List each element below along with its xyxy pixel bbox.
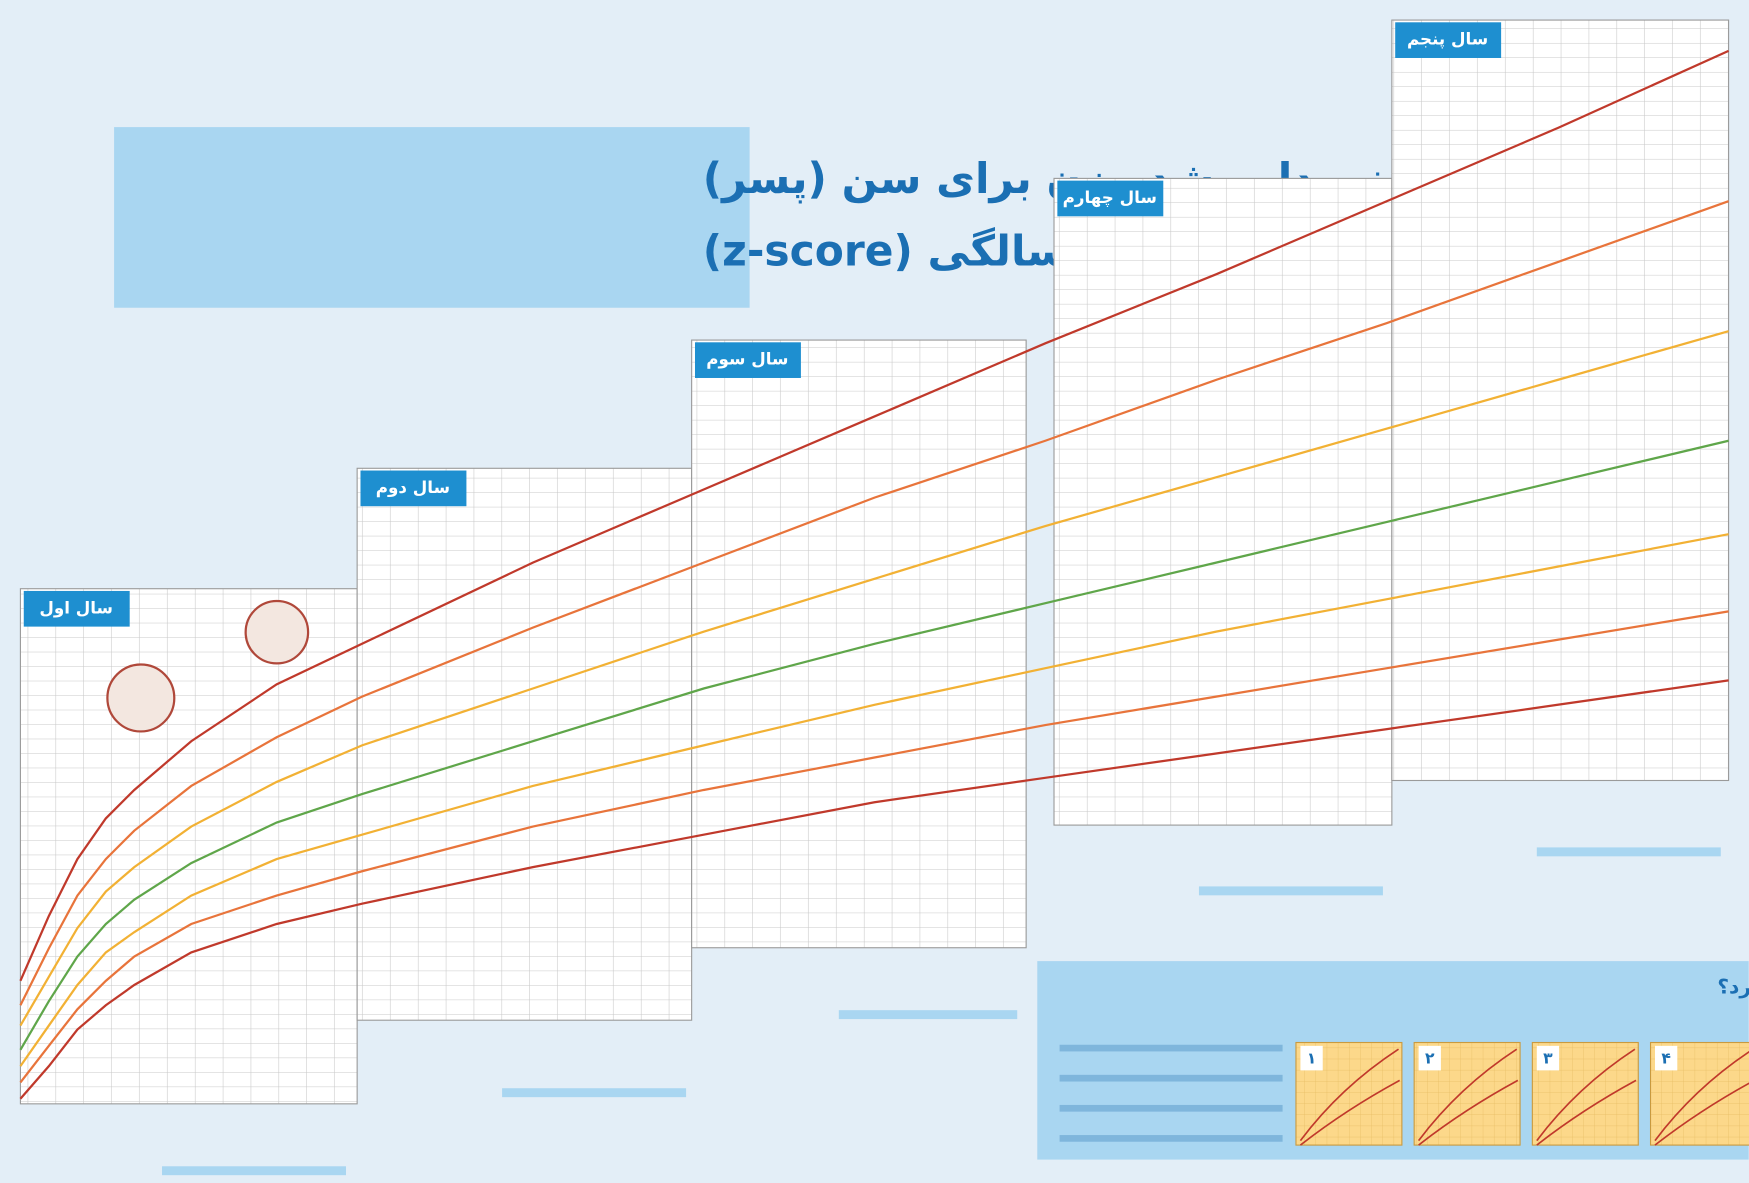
panel-label-box (1057, 180, 1164, 217)
z-score-curve (19, 533, 1729, 1067)
mini-curve (1418, 1079, 1519, 1146)
panel-label-box (23, 590, 130, 627)
guide-line-placeholder (1059, 1074, 1283, 1082)
guide-line-placeholder (1059, 1104, 1283, 1112)
mini-number-box (1654, 1045, 1678, 1071)
panel-grid (691, 339, 1027, 949)
panel-label: سال دوم (376, 477, 450, 498)
mini-curve (1299, 1048, 1400, 1142)
caption-bar (162, 1166, 346, 1176)
z-score-curve (19, 200, 1729, 1006)
mini-number: ۱ (1307, 1050, 1317, 1068)
panel-label-box (360, 470, 467, 507)
panel-label-box (1395, 22, 1502, 58)
panel-grid (1391, 19, 1730, 782)
guide-line-placeholder (1059, 1044, 1283, 1052)
mini-number-box (1300, 1045, 1323, 1071)
panel-grid (1053, 177, 1393, 826)
icon (106, 663, 176, 733)
mini-curve (1299, 1079, 1401, 1146)
mini-curve (1417, 1048, 1518, 1142)
mini-number: ۴ (1661, 1050, 1671, 1068)
z-score-curve (19, 439, 1729, 1051)
mini-number: ۳ (1543, 1050, 1553, 1068)
panel-label-box (694, 342, 801, 378)
caption-bar (502, 1088, 687, 1098)
guide-line-placeholder (1059, 1135, 1283, 1142)
z-score-curve (19, 330, 1729, 1027)
caption-bar (838, 1010, 1018, 1020)
panel-grid (19, 588, 358, 1105)
panel-label: سال اول (39, 597, 113, 618)
icon (244, 599, 310, 665)
title-box (114, 127, 750, 308)
panel-label: سال چهارم (1063, 187, 1157, 208)
z-score-curve (19, 679, 1729, 1100)
mini-curve (1536, 1079, 1637, 1146)
caption-bar (1536, 847, 1721, 857)
z-score-curve (19, 49, 1730, 982)
panel-label: سال پنجم (1407, 29, 1488, 50)
caption-bar (1198, 886, 1383, 896)
panel-label: سال سوم (706, 349, 788, 370)
mini-curve (1536, 1048, 1636, 1142)
mini-curve (1654, 1050, 1749, 1142)
mini-number-box (1418, 1045, 1441, 1071)
z-score-curve (19, 610, 1729, 1084)
mini-curve (1654, 1082, 1749, 1146)
mini-number-box (1536, 1045, 1560, 1071)
guide-title: منحنی رشد کودک شما در مقایسه با شکل‌های … (1717, 974, 1749, 999)
mini-number: ۲ (1425, 1050, 1435, 1068)
